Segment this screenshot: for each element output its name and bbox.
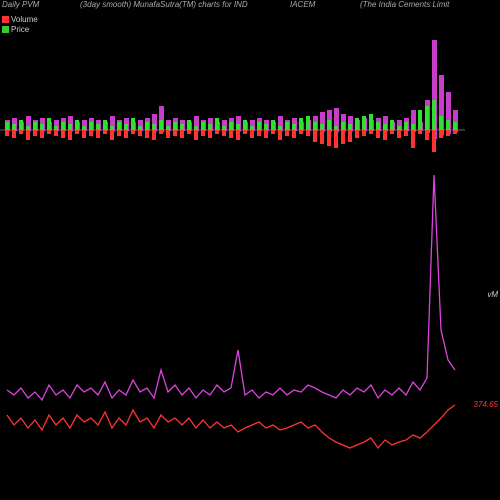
chart-svg — [0, 0, 500, 500]
chart-area — [0, 0, 500, 500]
vm-label: vM — [487, 290, 498, 299]
price-label: 374.65 — [474, 400, 498, 409]
